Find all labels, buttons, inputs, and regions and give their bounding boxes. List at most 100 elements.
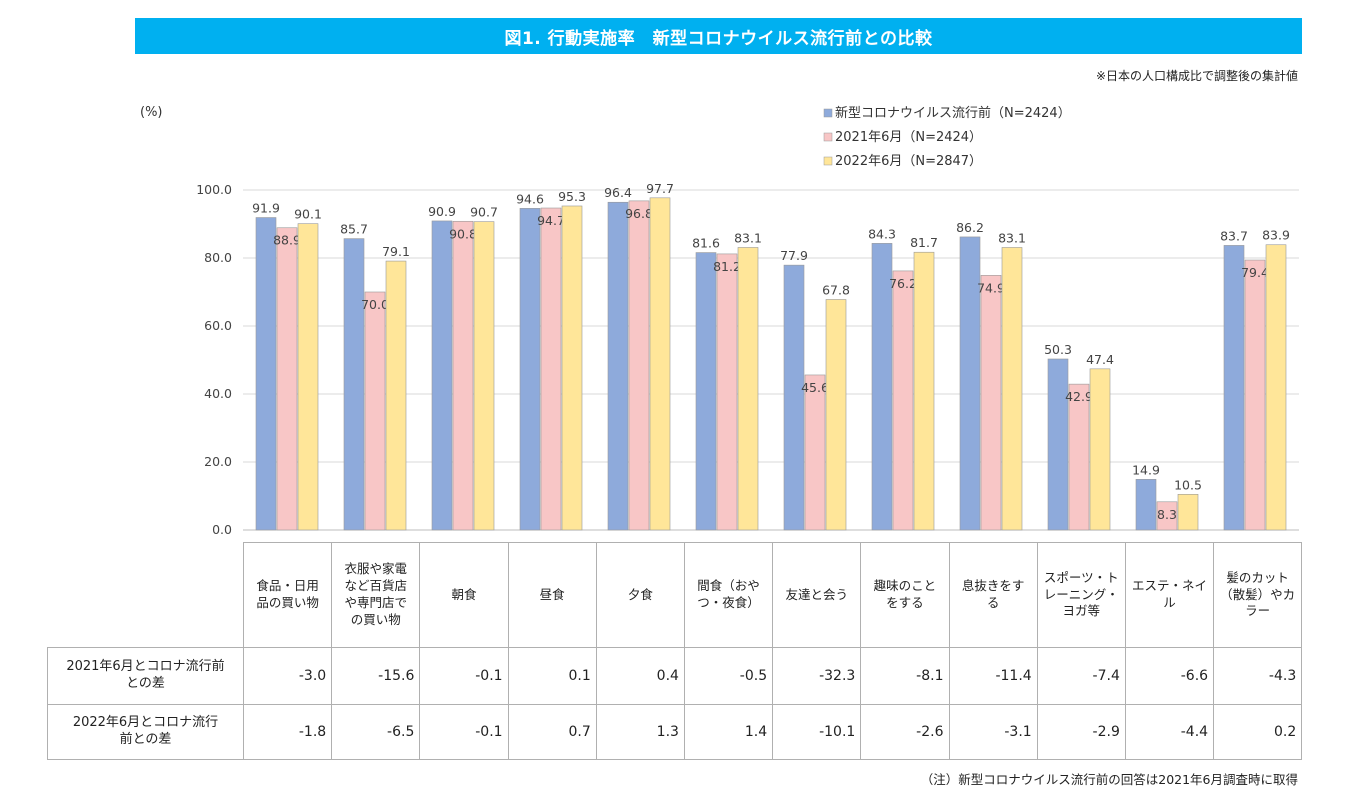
bar-series-1-2 <box>343 238 365 531</box>
y-tick-label: 0.0 <box>212 522 232 537</box>
row-header: 2022年6月とコロナ流行 前との差 <box>47 704 244 760</box>
data-label: 90.9 <box>428 204 456 219</box>
table-cell: -0.5 <box>683 647 774 705</box>
category-label: 朝食 <box>419 542 509 648</box>
bar-series-1-12 <box>1223 245 1245 531</box>
data-label: 8.3 <box>1157 507 1177 522</box>
bar-series-2-8 <box>892 270 914 531</box>
category-label: エステ・ネイル <box>1124 542 1215 648</box>
row-header: 2021年6月とコロナ流行前 との差 <box>47 647 244 705</box>
bar-series-1-10 <box>1047 358 1069 531</box>
table-cell: -10.1 <box>772 704 862 760</box>
category-label-line: 衣服や家電 <box>344 561 408 577</box>
table-cell: 0.2 <box>1213 704 1303 760</box>
data-label: 14.9 <box>1132 462 1160 477</box>
table-cell: 0.4 <box>595 647 685 705</box>
data-label: 81.6 <box>692 236 720 251</box>
data-label: 74.9 <box>977 280 1005 295</box>
bar-series-3-1 <box>297 223 319 531</box>
bar-series-1-11 <box>1135 479 1157 531</box>
bar-series-1-8 <box>871 243 893 531</box>
table-row: 2022年6月とコロナ流行 前との差 -1.8 -6.5 -0.1 0.7 1.3 1.4 -1… <box>47 704 1303 760</box>
category-label: 間食（おや つ・夜食） <box>683 542 774 648</box>
data-label: 86.2 <box>956 220 984 235</box>
legend-label: 2022年6月（N=2847） <box>835 154 982 169</box>
category-label: スポーツ・ト レーニング・ ヨガ等 <box>1036 542 1126 648</box>
row-header-line: 前との差 <box>119 732 172 747</box>
bar-series-1-3 <box>431 220 453 531</box>
table-cell: 1.3 <box>595 704 685 760</box>
category-label: 夕食 <box>595 542 685 648</box>
bar-chart: (%) 0.0 20.0 40.0 60.0 80.0 100.0 91.9 85.7 90.… <box>140 105 1299 537</box>
bar-series-2-12 <box>1244 259 1266 531</box>
legend-swatch <box>823 156 833 166</box>
bar-series-3-3 <box>473 221 495 531</box>
bar-series-2-1 <box>276 227 298 531</box>
category-label-line: 息抜きをす <box>961 578 1025 594</box>
table-cell: -3.0 <box>242 647 333 705</box>
bar-series-1-7 <box>783 264 805 531</box>
category-label: 昼食 <box>507 542 597 648</box>
bar-series-1-1 <box>255 217 277 531</box>
category-label-line: エステ・ネイ <box>1131 578 1207 594</box>
row-header-line: との差 <box>126 676 165 691</box>
bar-series-3-7 <box>825 299 847 531</box>
legend-swatch <box>823 108 833 118</box>
category-label-line: （散髪）やカ <box>1220 586 1296 602</box>
bar-series-1-9 <box>959 236 981 531</box>
table-cell: -0.1 <box>419 647 509 705</box>
category-label-line: ラー <box>1245 603 1271 619</box>
table-cell: -0.1 <box>419 704 509 760</box>
category-label: 友達と会う <box>772 542 862 648</box>
table-cell: 0.1 <box>507 647 597 705</box>
data-label: 90.1 <box>294 207 322 222</box>
data-label: 85.7 <box>340 222 368 237</box>
bar-series-2-6 <box>716 253 738 531</box>
legend-swatch <box>823 132 833 142</box>
data-label: 83.9 <box>1262 228 1290 243</box>
table-cell: -11.4 <box>948 647 1038 705</box>
category-label-line: 昼食 <box>539 586 565 602</box>
data-label: 10.5 <box>1174 477 1202 492</box>
table-cell: -2.9 <box>1036 704 1126 760</box>
category-label-line: 間食（おや <box>697 578 760 594</box>
bar-series-3-2 <box>385 260 407 531</box>
data-label: 81.2 <box>713 259 741 274</box>
data-label: 95.3 <box>558 189 586 204</box>
y-tick-label: 80.0 <box>204 250 232 265</box>
bar-series-2-2 <box>364 291 386 531</box>
category-label-line: 友達と会う <box>785 586 848 602</box>
data-label: 47.4 <box>1086 352 1114 367</box>
bar-series-3-5 <box>649 197 671 531</box>
category-label-line: ヨガ等 <box>1062 603 1101 619</box>
bar-series-1-4 <box>519 208 541 531</box>
bar-series-3-9 <box>1001 247 1023 531</box>
bar-series-3-8 <box>913 251 935 531</box>
category-label-line: をする <box>886 595 924 610</box>
bar-series-2-5 <box>628 200 650 531</box>
footnote: （注）新型コロナウイルス流行前の回答は2021年6月調査時に取得 <box>920 772 1299 787</box>
bar-series-2-9 <box>980 275 1002 531</box>
data-label: 79.4 <box>1241 265 1269 280</box>
row-header-line: 2022年6月とコロナ流行 <box>72 715 219 731</box>
category-label-line: や専門店で <box>344 595 408 610</box>
data-label: 94.6 <box>516 191 544 206</box>
table-cell: -8.1 <box>860 647 950 705</box>
table-cell: -15.6 <box>331 647 421 705</box>
table-corner <box>47 542 244 648</box>
bar-series-1-6 <box>695 252 717 531</box>
chart-title: 図1. 行動実施率 新型コロナウイルス流行前との比較 <box>135 18 1302 54</box>
data-label: 45.6 <box>801 380 829 395</box>
table-cell: -4.3 <box>1213 647 1303 705</box>
y-axis-unit-label: (%) <box>140 105 163 120</box>
table-cell: -6.6 <box>1124 647 1215 705</box>
bar-series-3-11 <box>1177 493 1199 531</box>
y-tick-label: 60.0 <box>204 318 232 333</box>
bar-series-2-4 <box>540 207 562 531</box>
table-cell: -2.6 <box>860 704 950 760</box>
data-label: 94.7 <box>537 213 565 228</box>
bar-series-3-6 <box>737 247 759 531</box>
table-cell: -4.4 <box>1124 704 1215 760</box>
bar-series-2-7 <box>804 374 826 531</box>
table-cell: 0.7 <box>507 704 597 760</box>
